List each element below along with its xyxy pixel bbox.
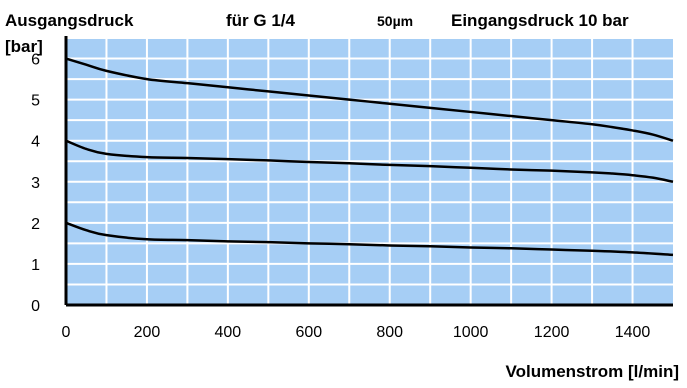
chart-subtitle: für G 1/4 [226,11,296,30]
y-tick-label: 0 [31,298,40,315]
series-line-1 [65,57,674,142]
y-tick-label: 4 [31,134,40,151]
y-tick-label: 2 [31,216,40,233]
y-axis-unit: [bar] [5,37,43,56]
input-pressure-annotation: Eingangsdruck 10 bar [451,11,629,30]
x-tick-label: 1000 [453,324,489,341]
y-tick-label: 6 [31,52,40,69]
y-axis-title: Ausgangsdruck [5,11,134,30]
filter-annotation: 50µm [377,13,413,29]
x-tick-label: 600 [295,324,322,341]
series-line-2 [65,139,674,183]
y-tick-label: 1 [31,257,40,274]
x-tick-label: 800 [376,324,403,341]
x-tick-label: 200 [134,324,161,341]
x-tick-labels: 0 200 400 600 800 1000 1200 1400 [62,324,651,341]
x-tick-label: 0 [62,324,71,341]
series-line-3 [65,221,674,257]
y-tick-label: 5 [31,93,40,110]
x-tick-label: 1400 [615,324,651,341]
series-layer [65,57,674,257]
y-tick-label: 3 [31,175,40,192]
x-tick-label: 1200 [534,324,570,341]
x-axis-title: Volumenstrom [l/min] [506,362,679,381]
x-tick-label: 400 [215,324,242,341]
y-tick-labels: 0 1 2 3 4 5 6 [31,52,40,315]
